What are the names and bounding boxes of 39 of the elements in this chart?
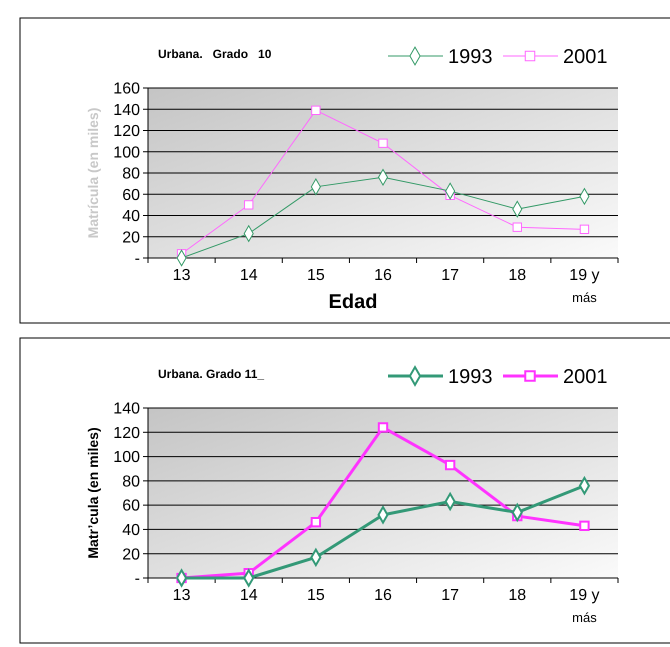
y-tick-label: - bbox=[134, 250, 140, 268]
y-tick-label: 120 bbox=[113, 424, 140, 442]
y-tick-label: - bbox=[134, 570, 140, 588]
y-tick-label: 160 bbox=[113, 80, 140, 98]
x-tick-label: 18 bbox=[508, 587, 526, 604]
x-tick-label: 19 y más bbox=[569, 587, 600, 625]
y-tick-label: 100 bbox=[113, 449, 140, 466]
x-tick-label: 17 bbox=[441, 587, 460, 604]
y-tick-label: 60 bbox=[122, 186, 140, 204]
y-tick-label: 40 bbox=[122, 208, 140, 226]
x-tick-label: 14 bbox=[240, 587, 258, 604]
x-tick-label: 14 bbox=[240, 267, 258, 284]
x-tick-label: 18 bbox=[508, 267, 526, 284]
y-tick-label: 40 bbox=[122, 522, 140, 540]
legend-label: 1993 bbox=[448, 366, 492, 388]
x-tick-label: 15 bbox=[306, 267, 325, 284]
chart-title: Urbana. Grado 10 bbox=[158, 47, 272, 61]
y-tick-label: 20 bbox=[122, 546, 140, 564]
y-tick-label: 140 bbox=[113, 400, 140, 418]
y-tick-label: 140 bbox=[113, 102, 140, 119]
x-tick-label: 16 bbox=[374, 267, 392, 284]
legend-label: 2001 bbox=[563, 366, 608, 388]
y-tick-label: 20 bbox=[122, 229, 140, 246]
x-axis-title: Edad bbox=[328, 291, 378, 313]
y-tick-label: 80 bbox=[122, 473, 140, 490]
x-tick-label: 17 bbox=[441, 267, 460, 284]
x-tick-label: 16 bbox=[374, 587, 392, 604]
y-tick-label: 60 bbox=[122, 498, 140, 515]
x-tick-label: 19 y más bbox=[569, 267, 600, 305]
y-axis-title: Matr’cula (en miles) bbox=[85, 427, 101, 559]
y-tick-label: 80 bbox=[122, 166, 140, 183]
legend-label: 2001 bbox=[563, 46, 608, 68]
legend-label: 1993 bbox=[448, 46, 492, 68]
x-tick-label: 15 bbox=[306, 587, 325, 604]
chart-title: Urbana. Grado 11_ bbox=[158, 367, 264, 381]
y-tick-label: 100 bbox=[113, 144, 140, 162]
y-tick-label: 120 bbox=[113, 123, 140, 140]
x-tick-label: 13 bbox=[172, 267, 191, 284]
x-tick-label: 13 bbox=[172, 587, 191, 604]
